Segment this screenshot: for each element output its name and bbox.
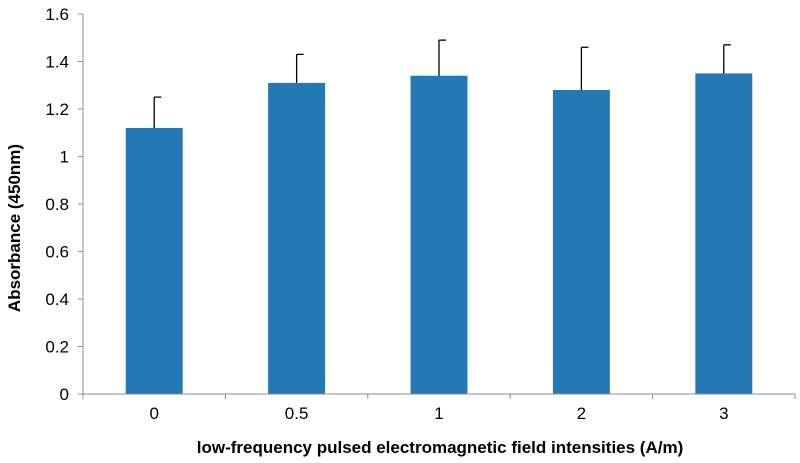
bars	[125, 73, 753, 394]
bar	[695, 73, 753, 394]
y-tick-label: 1.6	[45, 5, 69, 24]
y-tick-label: 1	[60, 148, 69, 167]
x-axis-title: low-frequency pulsed electromagnetic fie…	[197, 438, 683, 457]
bar	[410, 75, 468, 394]
x-tick-label: 0	[149, 404, 158, 423]
x-axis-ticks: 0 0.5 1 2 3	[82, 394, 796, 423]
x-tick-label: 0.5	[285, 404, 309, 423]
y-axis-title: Absorbance (450nm)	[5, 144, 24, 312]
y-tick-label: 1.4	[45, 53, 69, 72]
y-axis-ticks: 0 0.2 0.4 0.6 0.8 1 1.2 1.4 1.6	[45, 5, 83, 404]
x-tick-label: 3	[719, 404, 728, 423]
y-tick-label: 0	[60, 385, 69, 404]
y-tick-label: 0.2	[45, 338, 69, 357]
y-tick-label: 0.6	[45, 243, 69, 262]
bar	[125, 128, 183, 394]
y-tick-label: 1.2	[45, 100, 69, 119]
y-tick-label: 0.8	[45, 195, 69, 214]
error-bars	[153, 39, 731, 128]
x-tick-label: 1	[434, 404, 443, 423]
bar	[552, 90, 610, 394]
x-tick-label: 2	[577, 404, 586, 423]
y-tick-label: 0.4	[45, 290, 69, 309]
bar	[268, 82, 326, 394]
